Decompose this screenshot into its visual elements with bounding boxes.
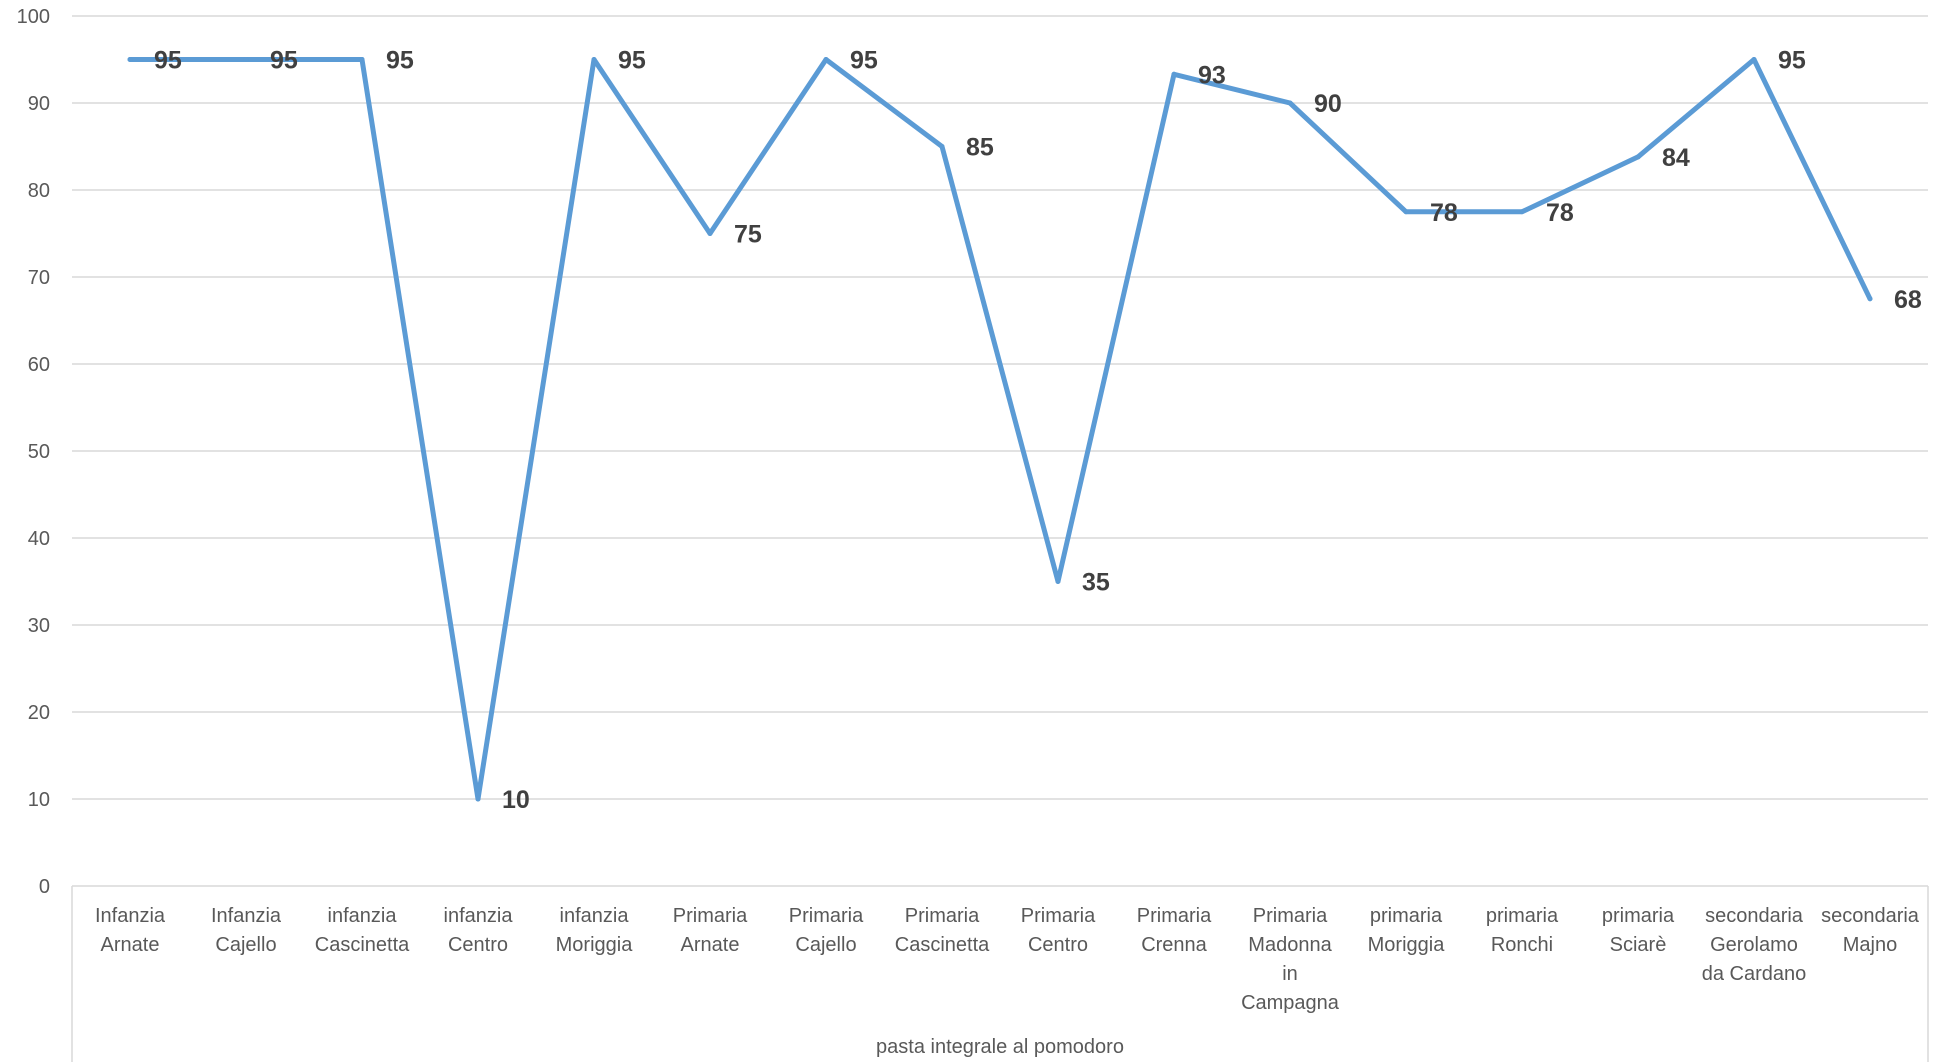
y-tick-label: 20 xyxy=(28,702,50,724)
data-label: 95 xyxy=(386,47,414,75)
data-point xyxy=(127,57,133,62)
data-label: 90 xyxy=(1314,90,1342,118)
data-label: 78 xyxy=(1546,199,1574,227)
data-point xyxy=(1867,296,1873,302)
data-label: 93 xyxy=(1198,61,1226,89)
data-label: 35 xyxy=(1082,569,1110,597)
data-point xyxy=(243,57,249,62)
x-tick-label: Primaria Cajello xyxy=(789,905,864,956)
data-point xyxy=(1171,71,1177,77)
data-point xyxy=(475,796,481,802)
x-tick-label: Primaria Crenna xyxy=(1137,905,1212,956)
y-tick-label: 10 xyxy=(28,789,50,811)
x-tick-label: secondaria Majno xyxy=(1821,905,1920,956)
data-point xyxy=(591,57,597,62)
x-tick-label: Primaria Arnate xyxy=(673,905,748,956)
x-tick-label: infanzia Centro xyxy=(444,905,514,956)
data-point xyxy=(939,144,945,149)
data-label: 84 xyxy=(1662,144,1690,172)
category-group-label: pasta integrale al pomodoro xyxy=(876,1036,1124,1058)
data-label: 95 xyxy=(1778,47,1806,75)
data-label: 95 xyxy=(850,47,878,75)
x-tick-label: primaria Ronchi xyxy=(1486,905,1559,956)
x-tick-label: Primaria Cascinetta xyxy=(895,905,990,956)
y-tick-label: 80 xyxy=(28,180,50,202)
data-point xyxy=(1635,154,1641,160)
y-tick-label: 40 xyxy=(28,528,50,550)
series-line xyxy=(127,57,1873,802)
gridlines xyxy=(72,15,1928,887)
y-tick-label: 90 xyxy=(28,93,50,115)
y-tick-label: 30 xyxy=(28,615,50,637)
x-tick-label: Primaria Centro xyxy=(1021,905,1096,956)
x-tick-label: Primaria Madonna in Campagna xyxy=(1241,905,1340,1014)
x-tick-label: Infanzia Cajello xyxy=(211,905,282,956)
data-point xyxy=(707,231,713,236)
data-point xyxy=(1055,579,1061,584)
data-label: 68 xyxy=(1894,286,1922,314)
data-point xyxy=(823,57,829,62)
data-label: 78 xyxy=(1430,199,1458,227)
x-tick-label: infanzia Moriggia xyxy=(556,905,634,956)
data-label: 95 xyxy=(618,47,646,75)
data-label: 95 xyxy=(154,47,182,75)
x-tick-label: primaria Sciarè xyxy=(1602,905,1675,956)
data-point xyxy=(1751,57,1757,62)
x-tick-label: secondaria Gerolamo da Cardano xyxy=(1702,905,1807,985)
data-point xyxy=(1519,209,1525,215)
y-tick-label: 70 xyxy=(28,267,50,289)
data-point xyxy=(359,57,365,62)
axes: 0 10 20 30 40 50 60 70 80 90 100 Infanzia Arnate Infa… xyxy=(17,6,1929,1062)
x-tick-label: infanzia Cascinetta xyxy=(315,905,410,956)
data-label: 85 xyxy=(966,134,994,162)
data-point xyxy=(1403,209,1409,215)
x-tick-label: Infanzia Arnate xyxy=(95,905,166,956)
y-tick-label: 100 xyxy=(17,6,50,28)
series-layer xyxy=(127,57,1873,802)
data-label: 95 xyxy=(270,47,298,75)
y-tick-label: 0 xyxy=(39,876,50,898)
data-label: 75 xyxy=(734,221,762,249)
y-tick-label: 50 xyxy=(28,441,50,463)
data-labels: 95 95 95 10 95 75 95 85 35 93 90 78 78 84 95 68 xyxy=(154,47,1922,815)
y-tick-label: 60 xyxy=(28,354,50,376)
x-tick-label: primaria Moriggia xyxy=(1368,905,1446,956)
data-label: 10 xyxy=(502,786,530,814)
data-point xyxy=(1287,100,1293,106)
